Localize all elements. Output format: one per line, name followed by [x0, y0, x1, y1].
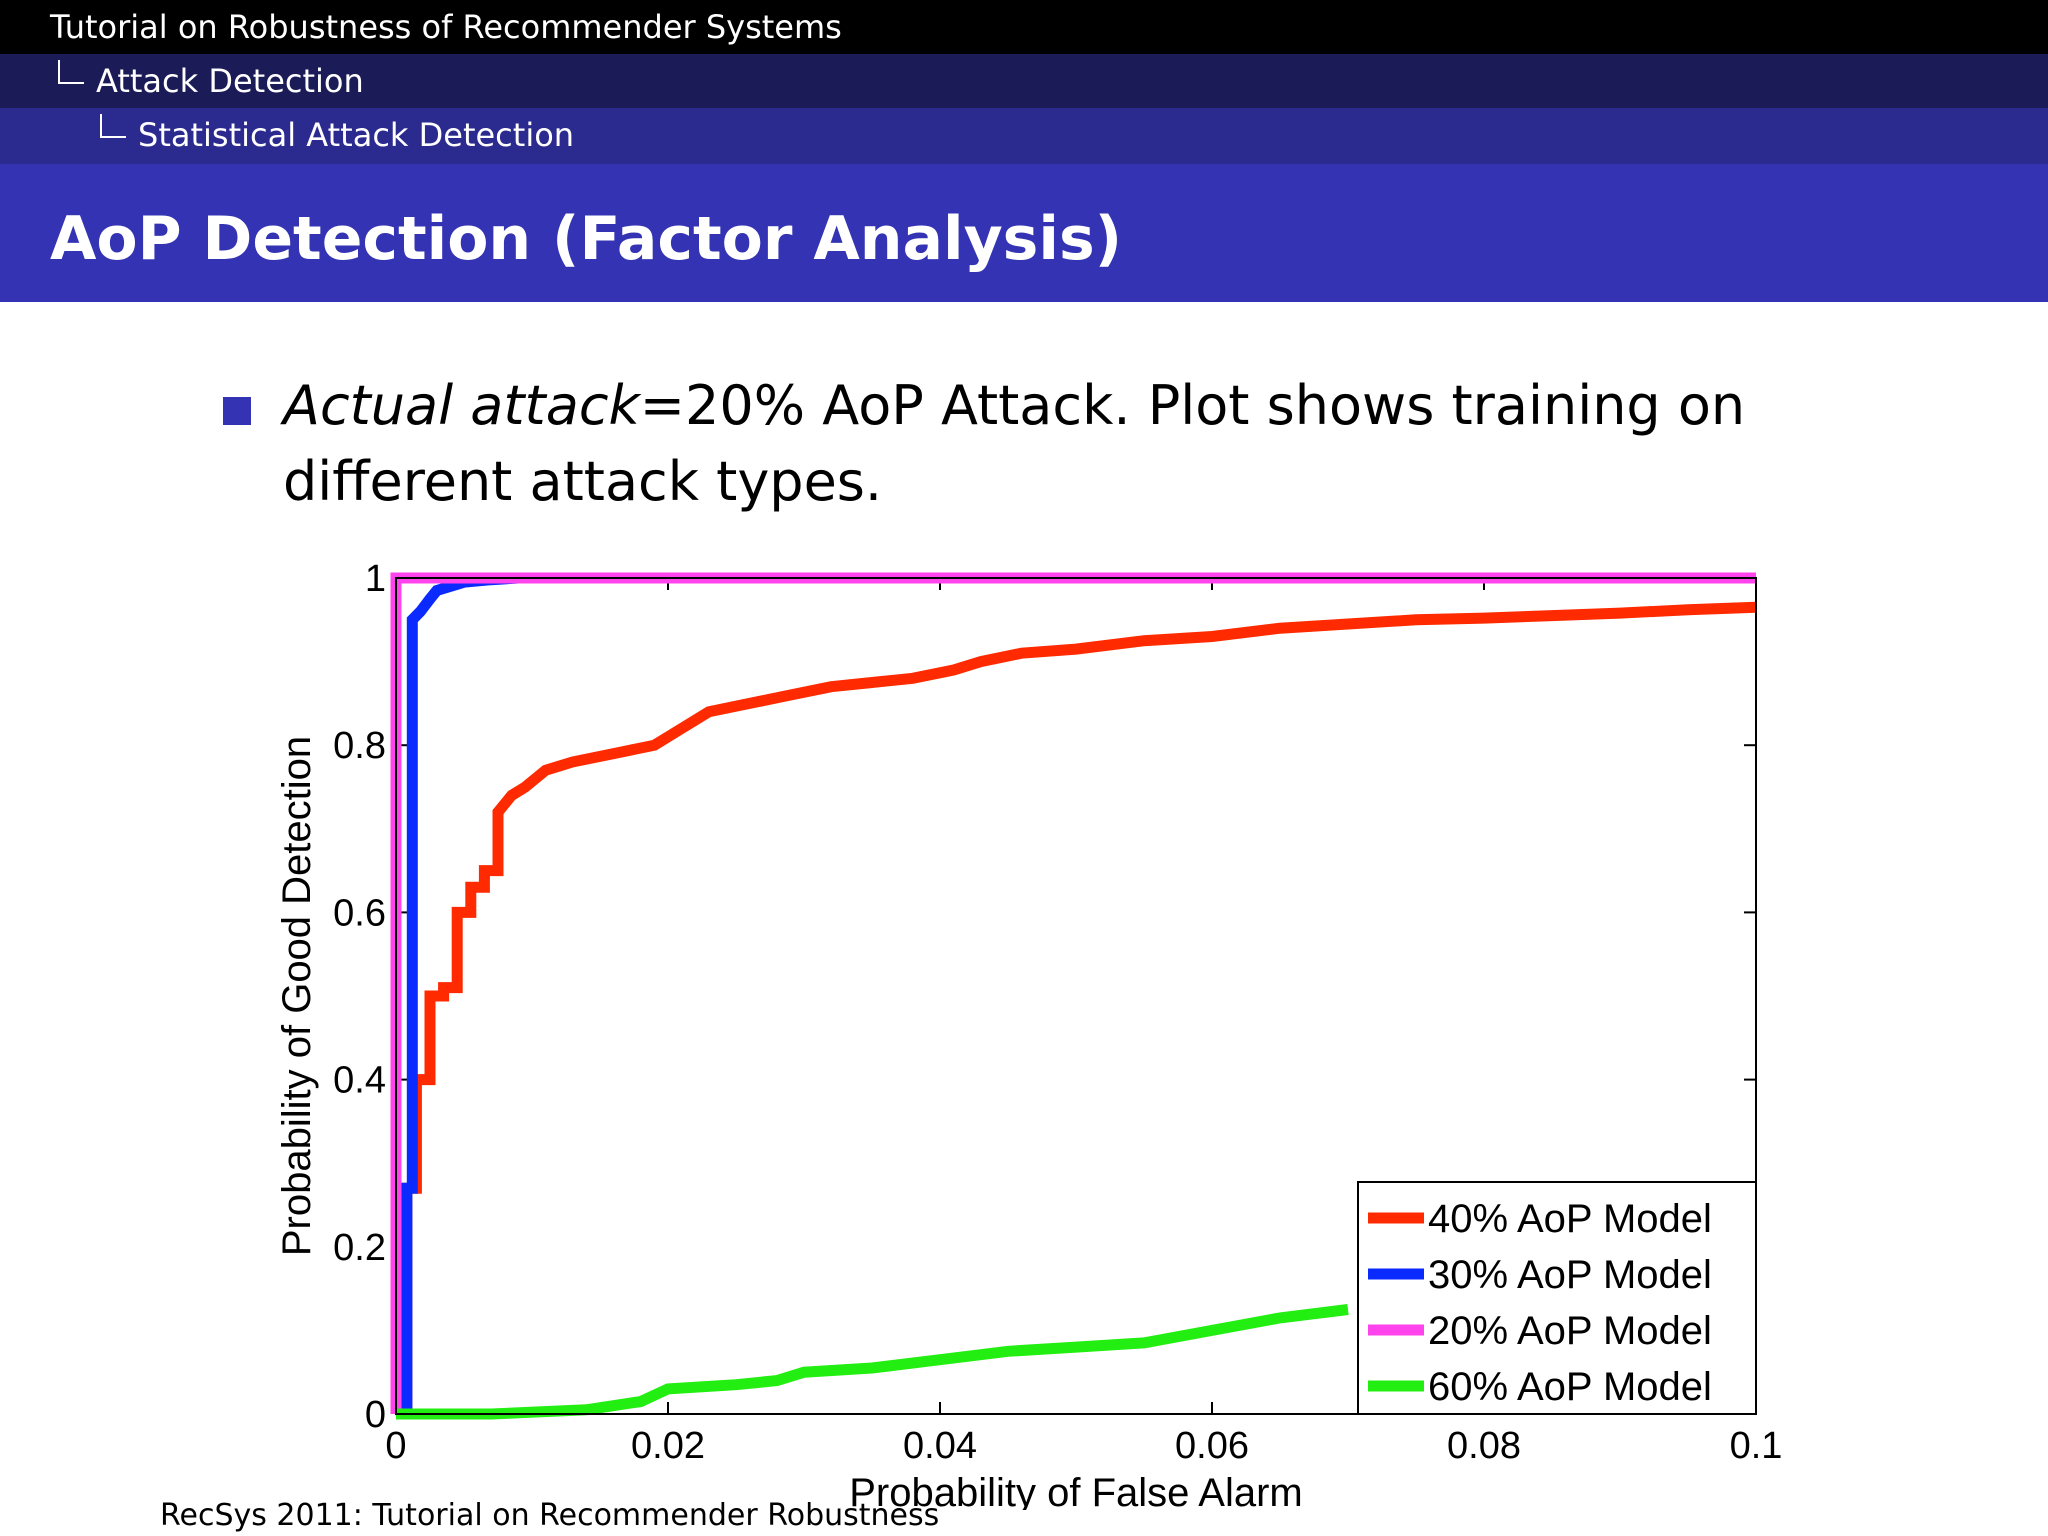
- x-tick-label: 0.04: [903, 1425, 977, 1467]
- x-axis-label: Probability of False Alarm: [849, 1471, 1303, 1510]
- y-tick-label: 0: [365, 1394, 386, 1436]
- slide-title: AoP Detection (Factor Analysis): [50, 204, 1123, 274]
- legend-label: 40% AoP Model: [1428, 1197, 1712, 1241]
- series-line-0: [396, 601, 1757, 1420]
- bullet-emphasis: Actual attack: [283, 374, 640, 437]
- y-tick-label: 0.2: [333, 1227, 386, 1269]
- tree-branch-icon: [100, 114, 126, 138]
- slide-title-bar: AoP Detection (Factor Analysis): [0, 164, 2048, 302]
- legend-label: 30% AoP Model: [1428, 1253, 1712, 1297]
- y-tick-label: 0.4: [333, 1060, 386, 1102]
- breadcrumb-course[interactable]: Tutorial on Robustness of Recommender Sy…: [50, 8, 842, 46]
- breadcrumb-section[interactable]: Attack Detection: [96, 62, 364, 100]
- bullet-square-icon: [223, 397, 251, 425]
- header-subsection-row: Statistical Attack Detection: [0, 108, 2048, 164]
- roc-chart: 0 0.02 0.04 0.06 0.08 0.1 0 0.2 0.4 0.6 0.8 1 Probab…: [275, 558, 1783, 1510]
- y-tick-label: 0.8: [333, 725, 386, 767]
- x-tick-label: 0.02: [631, 1425, 705, 1467]
- header-section-row: Attack Detection: [0, 54, 2048, 108]
- y-tick-label: 1: [365, 558, 386, 600]
- x-tick-label: 0: [385, 1425, 406, 1467]
- legend-label: 60% AoP Model: [1428, 1365, 1712, 1409]
- plot-frame: [395, 577, 1757, 1415]
- tree-branch-icon: [58, 60, 84, 84]
- bullet-rest: =20% AoP Attack. Plot shows training on …: [283, 374, 1746, 513]
- x-tick-label: 0.1: [1730, 1425, 1783, 1467]
- legend-box: [1357, 1181, 1757, 1415]
- y-axis-label: Probability of Good Detection: [275, 736, 319, 1256]
- series-line-3: [396, 1304, 1349, 1420]
- legend-label: 20% AoP Model: [1428, 1309, 1712, 1353]
- header-course-row: Tutorial on Robustness of Recommender Sy…: [0, 0, 2048, 54]
- footer-text: RecSys 2011: Tutorial on Recommender Rob…: [160, 1498, 940, 1533]
- breadcrumb-subsection[interactable]: Statistical Attack Detection: [138, 116, 575, 154]
- x-tick-label: 0.08: [1447, 1425, 1521, 1467]
- bullet-text: Actual attack=20% AoP Attack. Plot shows…: [283, 368, 1803, 520]
- x-tick-label: 0.06: [1175, 1425, 1249, 1467]
- y-tick-label: 0.6: [333, 892, 386, 934]
